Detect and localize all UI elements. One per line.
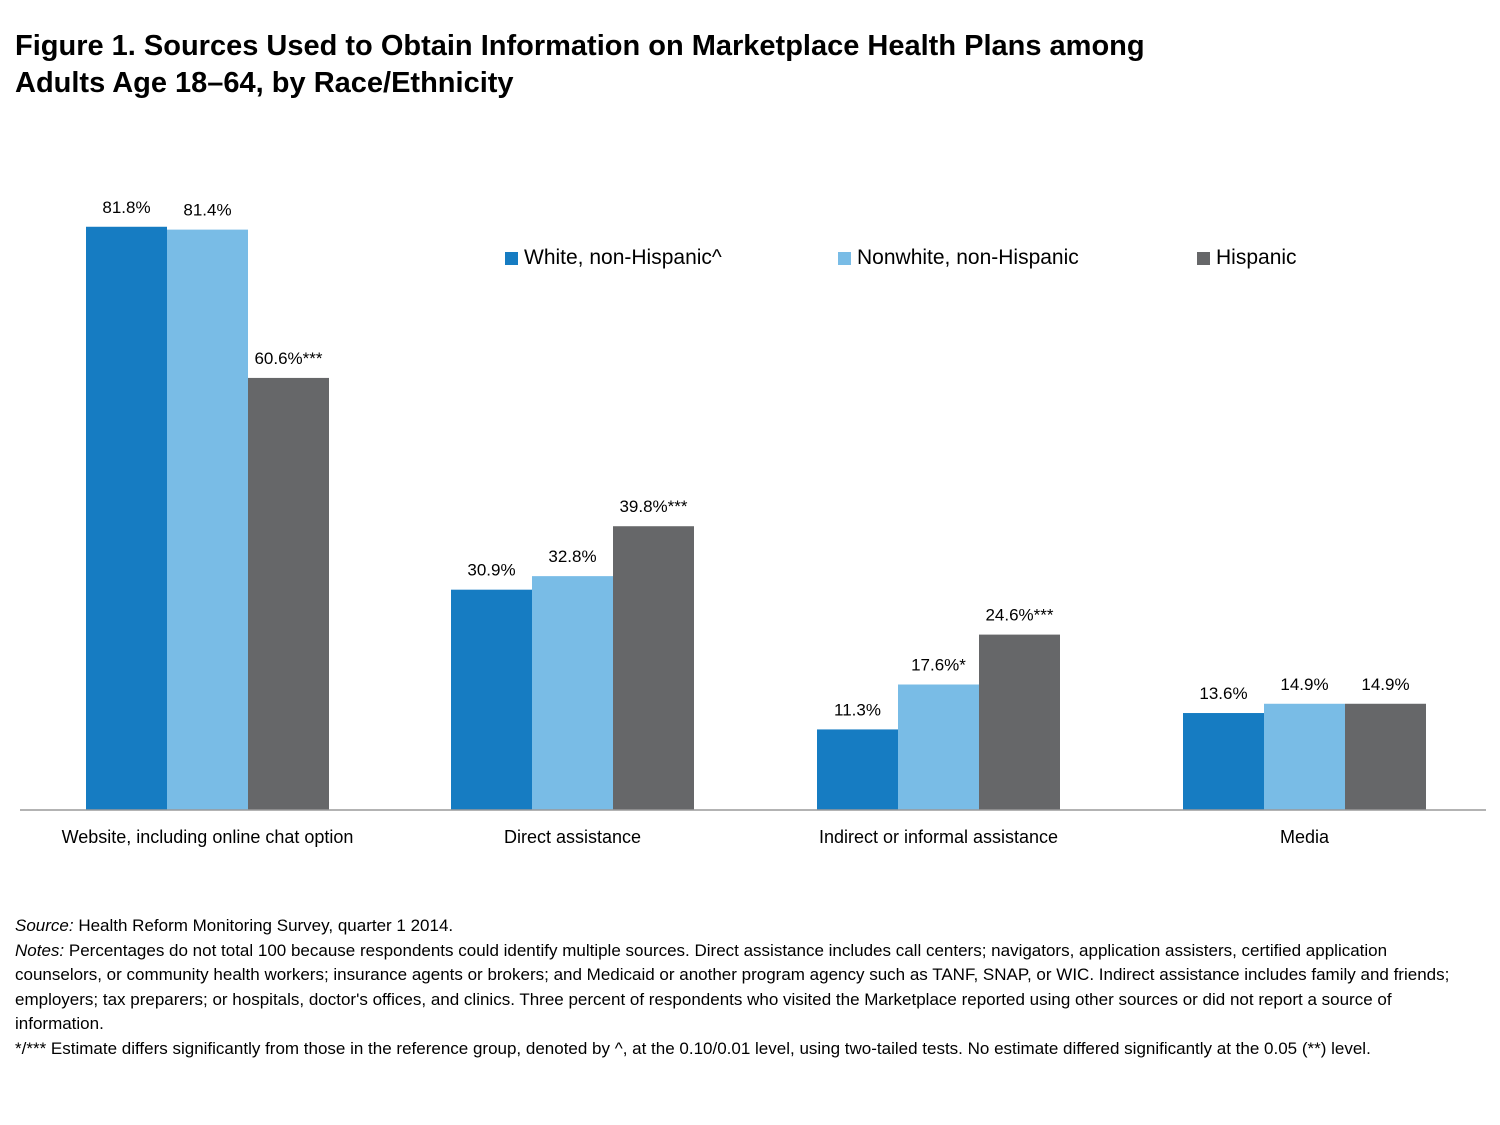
source-label: Source: (15, 916, 74, 935)
significance-note: */*** Estimate differs significantly fro… (15, 1038, 1371, 1058)
data-label-website-including-online-chat-option-hispanic: 60.6%*** (254, 349, 322, 368)
data-label-direct-assistance-nonwhite: 32.8% (548, 547, 596, 566)
bar-direct-assistance-nonwhite (532, 576, 613, 810)
chart-title: Figure 1. Sources Used to Obtain Informa… (15, 28, 1455, 102)
bar-indirect-or-informal-assistance-white (817, 729, 898, 810)
data-label-indirect-or-informal-assistance-white: 11.3% (834, 700, 881, 719)
chart-footer: Source: Health Reform Monitoring Survey,… (15, 914, 1465, 1061)
bar-website-including-online-chat-option-hispanic (248, 377, 329, 810)
bar-indirect-or-informal-assistance-hispanic (979, 634, 1060, 810)
chart-legend: White, non-Hispanic^ Nonwhite, non-Hispa… (0, 246, 1500, 276)
x-tick-label-media: Media (1280, 827, 1330, 847)
source-text: Health Reform Monitoring Survey, quarter… (73, 916, 454, 935)
notes-text: Percentages do not total 100 because res… (15, 940, 1450, 1034)
legend-label-nonwhite: Nonwhite, non-Hispanic (857, 246, 1079, 269)
data-label-direct-assistance-white: 30.9% (467, 561, 515, 580)
notes-label: Notes: (15, 940, 65, 960)
data-label-website-including-online-chat-option-white: 81.8% (102, 198, 150, 217)
data-label-indirect-or-informal-assistance-nonwhite: 17.6%* (911, 656, 966, 675)
bar-media-nonwhite (1264, 703, 1345, 810)
legend-label-white: White, non-Hispanic^ (524, 246, 722, 269)
legend-swatch-hispanic (1197, 251, 1210, 265)
bar-website-including-online-chat-option-nonwhite (167, 229, 248, 811)
bar-media-white (1183, 713, 1264, 810)
data-label-media-nonwhite: 14.9% (1280, 675, 1328, 694)
data-label-media-white: 13.6% (1199, 684, 1247, 703)
legend-item-white: White, non-Hispanic^ (505, 246, 722, 270)
bar-direct-assistance-white (451, 589, 532, 810)
legend-label-hispanic: Hispanic (1216, 246, 1297, 269)
bar-indirect-or-informal-assistance-nonwhite (898, 684, 979, 810)
legend-swatch-white (505, 251, 518, 265)
data-label-media-hispanic: 14.9% (1361, 675, 1409, 694)
source-note: Source: Health Reform Monitoring Survey,… (15, 914, 1465, 939)
data-label-indirect-or-informal-assistance-hispanic: 24.6%*** (985, 606, 1053, 625)
x-tick-label-indirect-or-informal-assistance: Indirect or informal assistance (819, 827, 1058, 847)
x-tick-label-website-including-online-chat-option: Website, including online chat option (62, 827, 354, 847)
bar-direct-assistance-hispanic (613, 526, 694, 810)
legend-swatch-nonwhite (838, 251, 851, 265)
data-label-website-including-online-chat-option-nonwhite: 81.4% (183, 201, 231, 220)
bar-chart: 81.8% 81.4% 60.6%*** Website, including onl… (20, 198, 1486, 847)
x-tick-label-direct-assistance: Direct assistance (504, 827, 641, 847)
chart-title-line-1: Figure 1. Sources Used to Obtain Informa… (15, 30, 1145, 62)
data-label-direct-assistance-hispanic: 39.8%*** (619, 497, 687, 516)
bar-media-hispanic (1345, 703, 1426, 810)
legend-item-nonwhite: Nonwhite, non-Hispanic (838, 246, 1079, 270)
bar-website-including-online-chat-option-white (86, 226, 167, 811)
legend-item-hispanic: Hispanic (1197, 246, 1297, 270)
notes: Notes: Percentages do not total 100 beca… (15, 939, 1465, 1037)
chart-title-line-2: Adults Age 18–64, by Race/Ethnicity (15, 67, 514, 99)
